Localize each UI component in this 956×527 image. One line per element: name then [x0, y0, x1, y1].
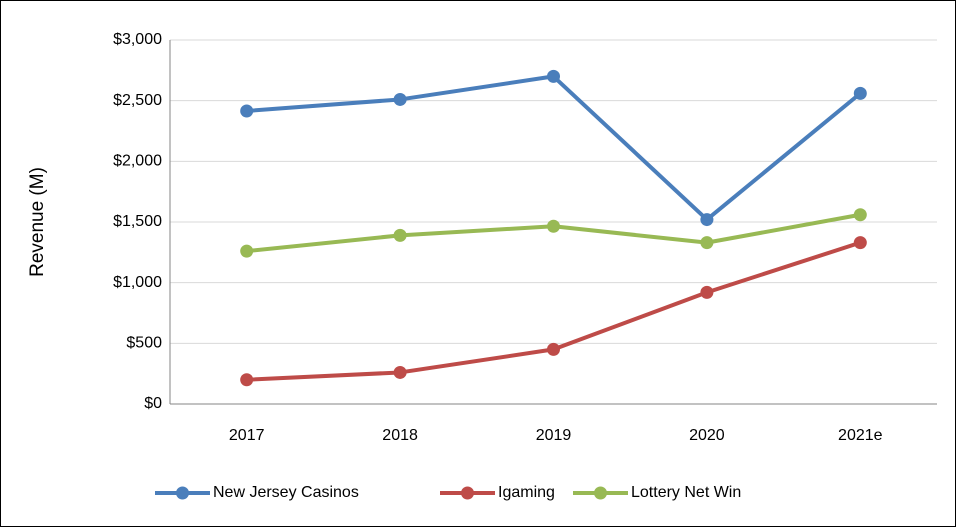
data-point: [700, 285, 714, 299]
y-tick-label: $1,000: [113, 274, 162, 291]
legend-marker: [176, 486, 189, 500]
data-point: [240, 104, 254, 118]
data-point: [700, 213, 714, 227]
y-axis-label: Revenue (M): [27, 167, 48, 277]
data-point: [240, 244, 254, 258]
legend-label: Lottery Net Win: [631, 484, 741, 501]
legend-marker: [461, 486, 474, 500]
x-tick-label: 2020: [689, 427, 725, 444]
data-point: [700, 236, 714, 250]
data-point: [393, 228, 407, 242]
y-tick-label: $3,000: [113, 31, 162, 48]
data-point: [853, 86, 867, 100]
y-tick-label: $2,000: [113, 153, 162, 170]
legend-label: New Jersey Casinos: [213, 484, 359, 501]
x-tick-label: 2021e: [838, 427, 883, 444]
legend-label: Igaming: [498, 484, 555, 501]
data-point: [853, 208, 867, 222]
legend-marker: [594, 486, 607, 500]
data-point: [393, 365, 407, 379]
data-point: [547, 69, 560, 83]
y-tick-label: $2,500: [113, 92, 162, 109]
y-tick-label: $500: [126, 335, 162, 352]
data-point: [853, 236, 867, 250]
data-point: [547, 342, 560, 356]
y-tick-label: $1,500: [113, 213, 162, 230]
x-tick-label: 2018: [382, 427, 418, 444]
data-point: [393, 92, 407, 106]
x-tick-label: 2019: [536, 427, 572, 444]
data-point: [240, 373, 254, 387]
data-point: [547, 219, 560, 233]
x-tick-label: 2017: [229, 427, 265, 444]
y-tick-label: $0: [144, 395, 162, 412]
